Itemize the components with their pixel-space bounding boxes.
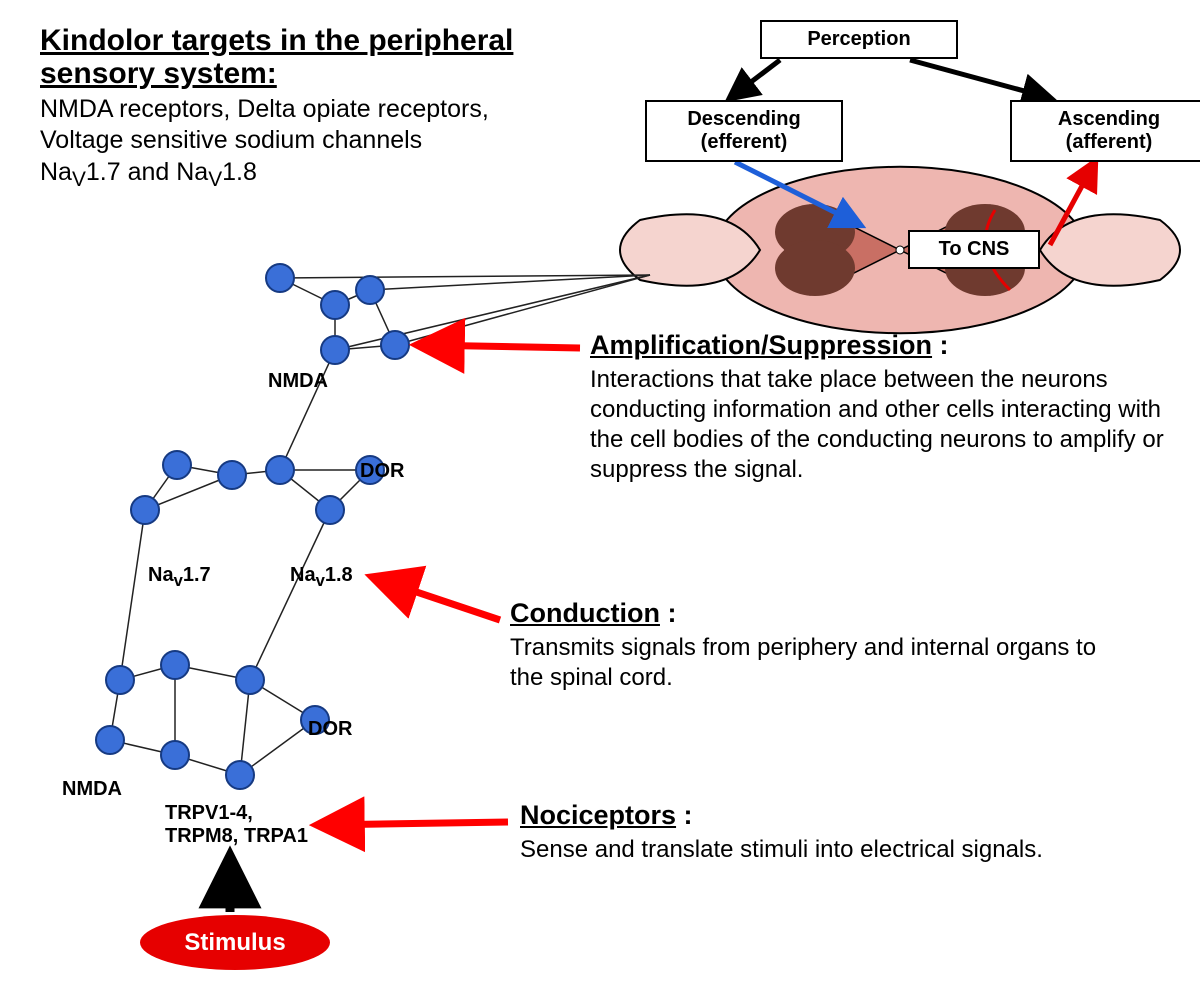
network-label: DOR bbox=[360, 460, 404, 483]
network-label: Nav1.8 bbox=[290, 564, 353, 591]
network-label: TRPV1-4,TRPM8, TRPA1 bbox=[165, 802, 308, 848]
box-perception: Perception bbox=[760, 20, 958, 59]
spinal-cord-graphic bbox=[620, 167, 1180, 333]
network-label: DOR bbox=[308, 718, 352, 741]
annotation-amplification: Amplification/Suppression :Interactions … bbox=[590, 330, 1170, 485]
annotation-nociceptors: Nociceptors :Sense and translate stimuli… bbox=[520, 800, 1080, 865]
box-ascending: Ascending(afferent) bbox=[1010, 100, 1200, 162]
diagram-stage: Kindolor targets in the peripheral senso… bbox=[0, 0, 1200, 984]
stimulus-ellipse: Stimulus bbox=[140, 915, 330, 970]
box-to-cns: To CNS bbox=[908, 230, 1040, 269]
network-label: Nav1.7 bbox=[148, 564, 211, 591]
box-descending: Descending(efferent) bbox=[645, 100, 843, 162]
network-label: NMDA bbox=[62, 778, 122, 801]
network-label: NMDA bbox=[268, 370, 328, 393]
annotation-conduction: Conduction :Transmits signals from perip… bbox=[510, 598, 1130, 693]
